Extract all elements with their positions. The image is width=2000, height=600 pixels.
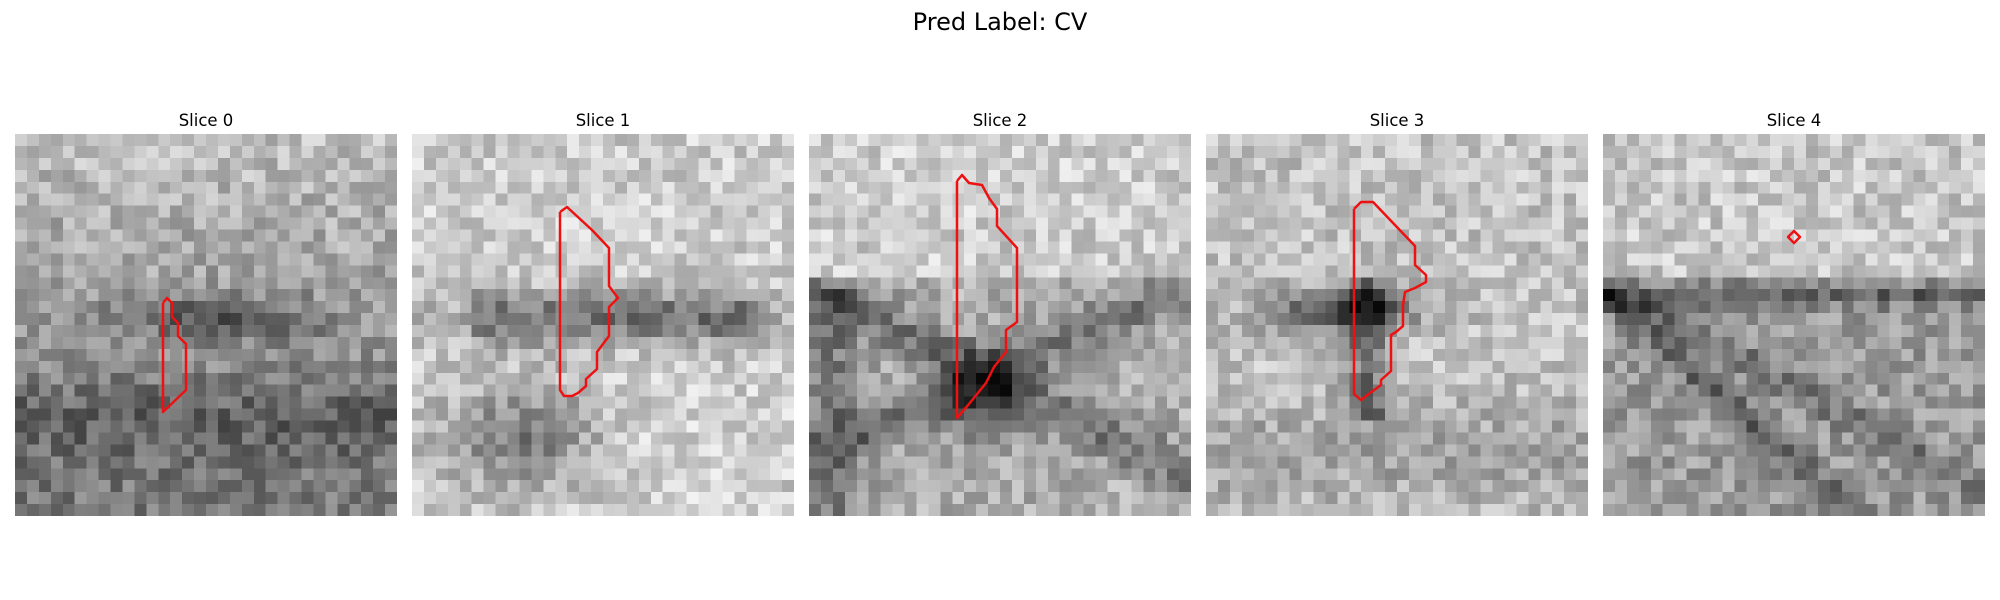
panel-title: Slice 4 [1603,108,1985,134]
figure-title: Pred Label: CV [0,6,2000,38]
panel-slice-4: Slice 4 [1603,108,1985,516]
panel-title: Slice 2 [809,108,1191,134]
panel-title: Slice 1 [412,108,794,134]
slice-image [15,134,397,516]
panel-title: Slice 3 [1206,108,1588,134]
segmentation-contour [15,134,397,516]
segmentation-contour [809,134,1191,516]
panel-slice-0: Slice 0 [15,108,397,516]
slice-image [412,134,794,516]
panel-slice-1: Slice 1 [412,108,794,516]
panel-title: Slice 0 [15,108,397,134]
slice-image [809,134,1191,516]
segmentation-contour [412,134,794,516]
panel-slice-3: Slice 3 [1206,108,1588,516]
segmentation-contour [1603,134,1985,516]
slice-image [1206,134,1588,516]
panel-slice-2: Slice 2 [809,108,1191,516]
segmentation-contour [1206,134,1588,516]
slice-image [1603,134,1985,516]
